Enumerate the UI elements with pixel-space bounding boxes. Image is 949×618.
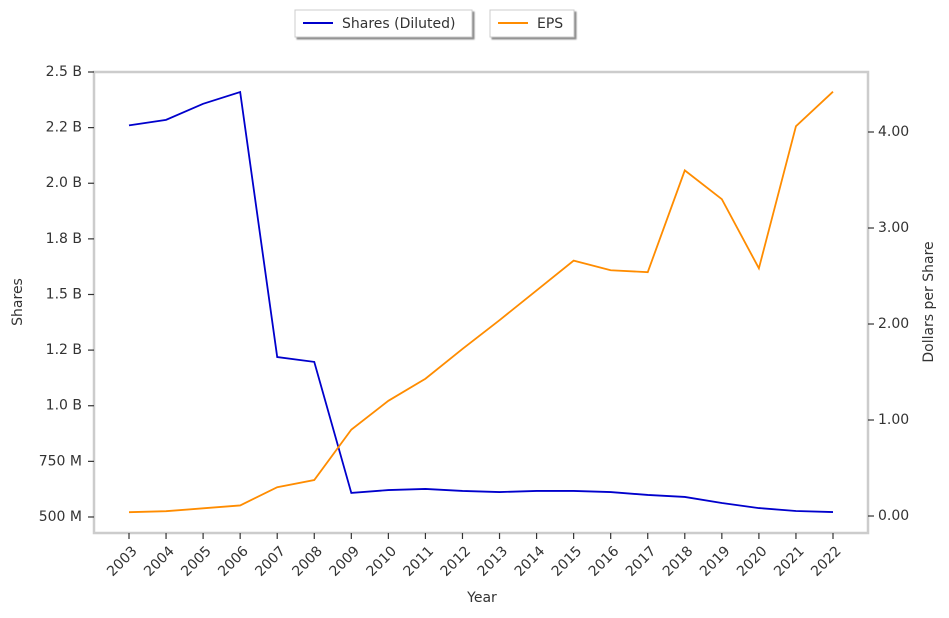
legend-item: EPS bbox=[489, 9, 575, 38]
x-tick-label: 2020 bbox=[734, 543, 771, 580]
legend-label: Shares (Diluted) bbox=[342, 16, 456, 32]
y2-tick-label: 3.00 bbox=[878, 220, 909, 236]
x-tick-label: 2015 bbox=[549, 543, 586, 580]
y-tick-label: 500 M bbox=[39, 509, 82, 525]
y-axis-label: Shares bbox=[10, 278, 26, 326]
y2-tick-label: 4.00 bbox=[878, 124, 909, 140]
x-tick-label: 2003 bbox=[104, 543, 141, 580]
x-tick-label: 2013 bbox=[475, 543, 512, 580]
series-line bbox=[128, 91, 834, 514]
x-tick-label: 2017 bbox=[623, 543, 660, 580]
legend-item: Shares (Diluted) bbox=[294, 9, 473, 38]
y-tick-label: 1.2 B bbox=[46, 342, 82, 358]
y2-tick-label: 2.00 bbox=[878, 316, 909, 332]
x-tick-label: 2010 bbox=[364, 543, 401, 580]
y-tick-label: 1.0 B bbox=[46, 398, 82, 414]
x-axis-label: Year bbox=[466, 590, 497, 606]
y-tick-label: 2.0 B bbox=[46, 175, 82, 191]
x-tick-label: 2012 bbox=[438, 543, 475, 580]
x-tick-label: 2006 bbox=[215, 543, 252, 580]
x-tick-label: 2014 bbox=[512, 543, 549, 580]
x-tick-label: 2011 bbox=[401, 543, 438, 580]
y-tick-label: 1.8 B bbox=[46, 231, 82, 247]
series-line bbox=[128, 90, 834, 513]
x-tick-label: 2018 bbox=[660, 543, 697, 580]
y2-tick-label: 1.00 bbox=[878, 412, 909, 428]
y-tick-label: 2.2 B bbox=[46, 120, 82, 136]
x-tick-label: 2016 bbox=[586, 543, 623, 580]
legend-label: EPS bbox=[537, 16, 563, 32]
y-tick-label: 1.5 B bbox=[46, 286, 82, 302]
x-tick-label: 2009 bbox=[326, 543, 363, 580]
x-tick-label: 2008 bbox=[289, 543, 326, 580]
y-tick-label: 2.5 B bbox=[46, 64, 82, 80]
y2-axis-label: Dollars per Share bbox=[921, 241, 937, 362]
x-tick-label: 2004 bbox=[141, 543, 178, 580]
x-tick-label: 2019 bbox=[697, 543, 734, 580]
y2-tick-label: 0.00 bbox=[878, 508, 909, 524]
x-tick-label: 2021 bbox=[771, 543, 808, 580]
plot-frame bbox=[92, 70, 870, 535]
x-tick-label: 2007 bbox=[252, 543, 289, 580]
x-tick-label: 2005 bbox=[178, 543, 215, 580]
y-tick-label: 750 M bbox=[39, 453, 82, 469]
x-tick-label: 2022 bbox=[808, 543, 845, 580]
